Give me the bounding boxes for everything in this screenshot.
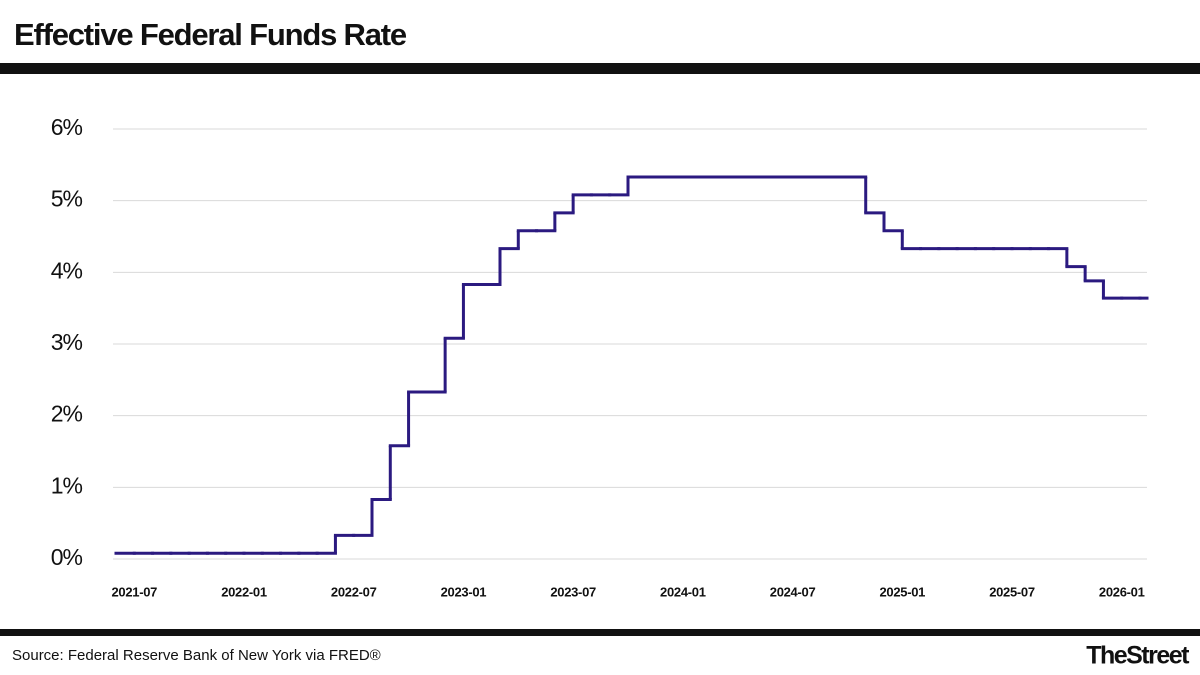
header-rule	[0, 63, 1200, 74]
x-tick-label: 2024-07	[770, 584, 816, 599]
x-tick-label: 2021-07	[111, 584, 157, 599]
y-tick-label: 4%	[51, 257, 83, 283]
x-tick-label: 2025-01	[879, 584, 925, 599]
brand-logo: TheStreet	[1086, 642, 1190, 670]
y-tick-label: 0%	[51, 544, 83, 570]
chart-title: Effective Federal Funds Rate	[14, 17, 407, 52]
x-tick-label: 2026-01	[1099, 584, 1145, 599]
source: Source: Federal Reserve Bank of New York…	[12, 647, 381, 664]
x-tick-label: 2023-07	[550, 584, 596, 599]
x-tick-label: 2025-07	[989, 584, 1035, 599]
x-tick-label: 2023-01	[441, 584, 487, 599]
x-tick-label: 2022-01	[221, 584, 267, 599]
y-tick-label: 3%	[51, 329, 83, 355]
footer-rule	[0, 629, 1200, 636]
y-tick-label: 5%	[51, 186, 83, 212]
x-tick-label: 2022-07	[331, 584, 377, 599]
y-tick-label: 6%	[51, 114, 83, 140]
y-tick-label: 2%	[51, 401, 83, 427]
y-tick-label: 1%	[51, 472, 83, 498]
x-tick-label: 2024-01	[660, 584, 706, 599]
